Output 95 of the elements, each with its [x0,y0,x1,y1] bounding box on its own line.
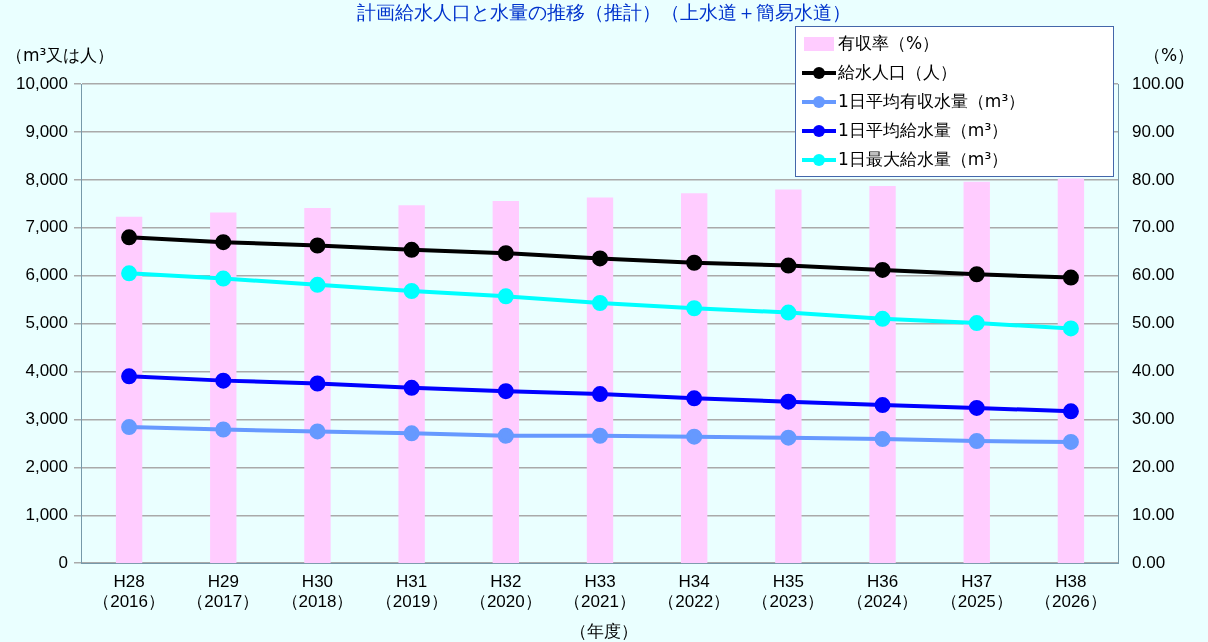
bar [115,216,143,564]
bar [963,181,990,564]
x-tick-label: H34 （2022） [658,572,731,612]
y2-tick-label: 0.00 [1132,552,1166,572]
point [403,379,420,396]
y-tick-label: 10,000 [16,73,68,93]
point [686,254,703,271]
bar [586,197,614,564]
point [874,310,891,327]
x-tick-label: H35 （2023） [752,572,825,612]
point [309,276,326,293]
point [874,261,891,278]
y-tick-label: 3,000 [25,409,68,429]
point [1062,403,1079,420]
y2-tick-label: 70.00 [1132,217,1175,237]
point [121,419,138,436]
y-tick-label: 4,000 [25,361,68,381]
point [968,266,985,283]
bar [775,189,802,564]
point [121,368,138,385]
point [592,427,608,444]
point [121,229,138,246]
point [309,423,326,440]
x-tick-label: H30 （2018） [281,572,354,612]
y-tick-label: 0 [58,552,68,572]
y2-tick-label: 50.00 [1132,313,1175,333]
point [592,250,608,267]
point [403,425,420,442]
point [686,428,703,445]
y-tick-label: 2,000 [25,457,68,477]
point [1062,433,1079,450]
x-tick-label: H33 （2021） [564,572,636,612]
y2-tick-label: 40.00 [1132,361,1175,381]
x-tick-label: H32 （2020） [469,572,542,612]
legend-label: 給水人口（人） [838,61,957,84]
chart-title: 計画給水人口と水量の推移（推計）（上水道＋簡易水道） [356,0,852,25]
point [592,294,608,311]
point [686,390,703,407]
x-tick-label: H36 （2024） [846,572,919,612]
bar [1057,178,1085,564]
y2-tick-label: 60.00 [1132,265,1175,285]
y2-tick-label: 100.00 [1132,73,1184,93]
point [403,283,420,300]
point [497,288,514,305]
point [874,397,891,414]
point [309,375,326,392]
point [403,241,420,258]
legend-label: 1日最大給水量（m³） [838,148,1009,171]
point [780,304,797,321]
point [215,421,232,438]
y-tick-label: 9,000 [25,121,68,141]
point [968,433,985,449]
bar [869,186,896,564]
point [215,372,232,389]
y2-tick-label: 80.00 [1132,169,1175,189]
y2-tick-label: 30.00 [1132,409,1175,429]
bar [398,205,425,564]
x-tick-label: H31 （2019） [375,572,448,612]
point [215,270,232,287]
y-tick-label: 8,000 [25,169,68,189]
y-axis-title: （m³又は人） [6,44,115,67]
y-tick-label: 6,000 [25,265,68,285]
point [686,300,703,317]
y2-axis-title: （%） [1144,44,1195,67]
legend-label: 有収率（%） [838,32,940,55]
bar [304,208,331,564]
bar [492,200,519,564]
y2-tick-label: 20.00 [1132,457,1175,477]
point [1062,269,1079,286]
point [968,315,985,332]
point [780,393,797,410]
y-tick-label: 5,000 [25,313,68,333]
point [497,427,514,444]
point [1062,320,1079,337]
x-tick-label: H38 （2026） [1035,572,1107,612]
x-tick-label: H28 （2016） [93,572,165,612]
y-tick-label: 7,000 [25,217,68,237]
point [215,234,232,251]
point [968,399,985,416]
legend-label: 1日平均給水量（m³） [838,119,1009,142]
x-tick-label: H29 （2017） [187,572,260,612]
point [497,383,514,400]
point [309,237,326,254]
x-tick-label: H37 （2025） [940,572,1013,612]
point [780,429,797,446]
point [780,257,797,274]
x-axis-title: （年度） [569,620,639,642]
y2-tick-label: 90.00 [1132,121,1175,141]
point [497,245,514,262]
legend-label: 1日平均有収水量（m³） [838,90,1026,113]
point [121,265,138,282]
y-tick-label: 1,000 [25,504,68,524]
point [592,386,608,403]
y2-tick-label: 10.00 [1132,504,1175,524]
point [874,431,891,448]
